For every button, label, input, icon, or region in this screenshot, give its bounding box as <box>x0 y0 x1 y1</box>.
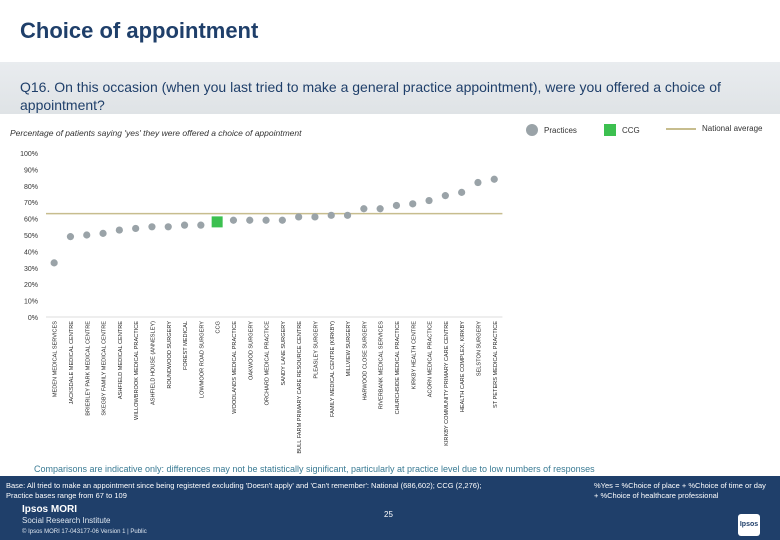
brand-name: Ipsos MORI <box>22 504 78 515</box>
practice-point <box>197 221 205 229</box>
header-band <box>0 0 780 54</box>
definition-text: %Yes = %Choice of place + %Choice of tim… <box>594 481 778 501</box>
ccg-point <box>211 216 223 228</box>
x-tick-label: WILLOWBROOK MEDICAL PRACTICE <box>134 321 140 420</box>
x-tick-label: SANDY LANE SURGERY <box>281 321 287 386</box>
x-tick-label: ST PETERS MEDICAL PRACTICE <box>493 321 499 408</box>
practice-point <box>99 229 107 237</box>
practice-point <box>66 233 75 241</box>
practice-point <box>327 211 335 219</box>
practice-point <box>229 216 238 224</box>
x-tick-label: SKEGBY FAMILY MEDICAL CENTRE <box>102 321 108 416</box>
base-line-2: Practice bases range from 67 to 109 <box>6 491 127 500</box>
legend-ccg-label: CCG <box>622 125 640 135</box>
page-number: 25 <box>384 510 393 519</box>
y-tick-label: 100% <box>20 151 38 158</box>
legend-national-label: National average <box>702 124 763 133</box>
x-tick-label: HEALTH CARE COMPLEX, KIRKBY <box>460 321 466 413</box>
x-tick-label: CCG <box>216 321 222 333</box>
practice-point <box>246 216 254 224</box>
ipsos-logo-icon: Ipsos <box>738 514 760 536</box>
x-tick-label: FAMILY MEDICAL CENTRE (KIRKBY) <box>330 321 336 417</box>
x-tick-label: KIRKBY HEALTH CENTRE <box>411 321 417 389</box>
x-tick-label: ASHFIELD MEDICAL CENTRE <box>118 321 124 399</box>
practice-point <box>164 223 172 231</box>
x-tick-label: MEDEN MEDICAL SERVICES <box>53 321 59 397</box>
legend-practices: Practices <box>526 124 577 136</box>
practice-point <box>360 205 368 213</box>
y-tick-label: 30% <box>24 266 38 273</box>
comparison-note: Comparisons are indicative only: differe… <box>34 464 595 474</box>
copyright: © Ipsos MORI 17-043177-06 Version 1 | Pu… <box>22 529 147 535</box>
practice-point <box>343 211 352 219</box>
practice-point <box>115 226 123 234</box>
x-tick-label: ASHFIELD HOUSE (ANNESLEY) <box>150 321 156 405</box>
practice-point <box>376 205 384 213</box>
x-tick-label: LOWMOOR ROAD SURGERY <box>199 321 205 398</box>
practice-point <box>83 231 91 239</box>
practice-point <box>148 223 156 231</box>
practice-point <box>278 216 286 224</box>
y-tick-label: 20% <box>24 282 38 289</box>
practice-point <box>311 213 319 221</box>
y-tick-label: 0% <box>28 315 38 322</box>
legend-national: National average <box>666 124 762 133</box>
page-title: Choice of appointment <box>20 18 259 43</box>
practice-point <box>180 221 189 229</box>
legend-ccg: CCG <box>604 124 640 136</box>
definition-line-1: %Yes = %Choice of place + %Choice of tim… <box>594 481 766 490</box>
practice-point <box>132 224 140 233</box>
base-line-1: Base: All tried to make an appointment s… <box>6 481 482 490</box>
ccg-square-icon <box>604 124 616 136</box>
x-tick-label: CHURCHSIDE MEDICAL PRACTICE <box>395 321 401 415</box>
x-tick-label: FOREST MEDICAL <box>183 321 189 370</box>
x-tick-label: RIVERBANK MEDICAL SERVICES <box>379 321 385 410</box>
question-band <box>0 62 780 114</box>
x-tick-label: ROUNDWOOD SURGERY <box>167 321 173 389</box>
x-tick-label: BRIERLEY PARK MEDICAL CENTRE <box>85 321 91 416</box>
x-tick-label: ORCHARD MEDICAL PRACTICE <box>265 321 271 406</box>
practice-point <box>295 213 303 221</box>
practice-point <box>474 178 482 187</box>
x-tick-label: KIRKBY COMMUNITY PRIMARY CARE CENTRE <box>444 321 450 446</box>
base-text: Base: All tried to make an appointment s… <box>6 481 546 501</box>
practice-point <box>425 196 433 205</box>
y-tick-label: 80% <box>24 184 38 191</box>
x-tick-label: WOODLANDS MEDICAL PRACTICE <box>232 321 238 414</box>
x-tick-label: PLEASLEY SURGERY <box>313 321 319 379</box>
definition-line-2: + %Choice of healthcare professional <box>594 491 719 500</box>
x-tick-label: OAKWOOD SURGERY <box>248 321 254 380</box>
x-tick-label: MILLVIEW SURGERY <box>346 321 352 377</box>
y-tick-label: 70% <box>24 200 38 207</box>
practice-point <box>458 188 466 196</box>
practice-point <box>441 192 449 200</box>
x-tick-label: HARWOOD CLOSE SURGERY <box>362 321 368 401</box>
x-tick-label: ACORN MEDICAL PRACTICE <box>428 321 434 398</box>
practice-point <box>490 175 498 183</box>
practice-dot-icon <box>526 124 538 136</box>
footer-band <box>0 476 780 540</box>
y-tick-label: 50% <box>24 233 38 240</box>
legend-practices-label: Practices <box>544 125 577 135</box>
practice-point <box>262 216 270 224</box>
practice-point <box>409 200 417 208</box>
national-line-icon <box>666 127 696 130</box>
x-tick-label: SELSTON SURGERY <box>476 321 482 376</box>
chart-subtitle: Percentage of patients saying 'yes' they… <box>10 128 302 138</box>
y-tick-label: 40% <box>24 249 38 256</box>
y-tick-label: 10% <box>24 299 38 306</box>
chart-plot: 0% 10% 20% 30% 40% 50% 60% 70% 80% 90% 100% MEDEN M… <box>20 151 503 454</box>
brand-subtitle: Social Research Institute <box>22 516 111 525</box>
practice-point <box>392 201 401 210</box>
y-tick-label: 60% <box>24 217 38 224</box>
x-tick-label: BULL FARM PRIMARY CARE RESOURCE CENTRE <box>297 321 303 454</box>
y-tick-label: 90% <box>24 167 38 174</box>
question-text: Q16. On this occasion (when you last tri… <box>20 79 721 113</box>
practice-point <box>50 259 58 267</box>
x-tick-label: JACKSDALE MEDICAL CENTRE <box>69 321 75 405</box>
